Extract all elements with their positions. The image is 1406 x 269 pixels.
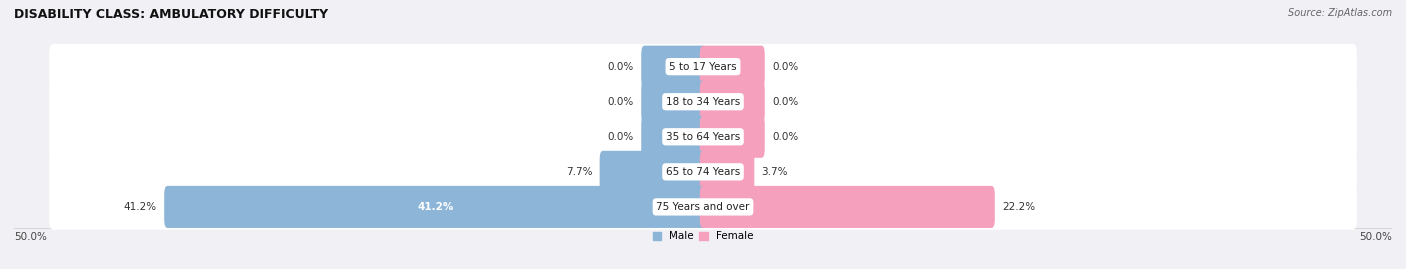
Text: 3.7%: 3.7% (762, 167, 787, 177)
Text: 0.0%: 0.0% (772, 62, 799, 72)
FancyBboxPatch shape (165, 186, 706, 228)
Text: 0.0%: 0.0% (772, 132, 799, 142)
Text: 0.0%: 0.0% (607, 62, 634, 72)
Text: DISABILITY CLASS: AMBULATORY DIFFICULTY: DISABILITY CLASS: AMBULATORY DIFFICULTY (14, 8, 328, 21)
Text: Source: ZipAtlas.com: Source: ZipAtlas.com (1288, 8, 1392, 18)
FancyBboxPatch shape (700, 81, 765, 123)
Text: 41.2%: 41.2% (418, 202, 453, 212)
Text: 22.2%: 22.2% (1002, 202, 1035, 212)
Text: 41.2%: 41.2% (124, 202, 157, 212)
Text: 5 to 17 Years: 5 to 17 Years (669, 62, 737, 72)
FancyBboxPatch shape (49, 149, 1357, 195)
FancyBboxPatch shape (599, 151, 706, 193)
Text: 0.0%: 0.0% (607, 132, 634, 142)
Text: 18 to 34 Years: 18 to 34 Years (666, 97, 740, 107)
Text: 65 to 74 Years: 65 to 74 Years (666, 167, 740, 177)
Text: 7.7%: 7.7% (567, 167, 592, 177)
FancyBboxPatch shape (641, 116, 706, 158)
FancyBboxPatch shape (700, 151, 755, 193)
FancyBboxPatch shape (49, 114, 1357, 160)
FancyBboxPatch shape (49, 44, 1357, 89)
Text: 35 to 64 Years: 35 to 64 Years (666, 132, 740, 142)
Text: 50.0%: 50.0% (14, 232, 46, 242)
Text: 75 Years and over: 75 Years and over (657, 202, 749, 212)
FancyBboxPatch shape (700, 46, 765, 88)
FancyBboxPatch shape (700, 116, 765, 158)
FancyBboxPatch shape (49, 184, 1357, 230)
FancyBboxPatch shape (641, 46, 706, 88)
Legend: Male, Female: Male, Female (652, 231, 754, 241)
Text: 0.0%: 0.0% (772, 97, 799, 107)
FancyBboxPatch shape (700, 186, 995, 228)
Text: 0.0%: 0.0% (607, 97, 634, 107)
FancyBboxPatch shape (641, 81, 706, 123)
Text: 50.0%: 50.0% (1360, 232, 1392, 242)
FancyBboxPatch shape (49, 79, 1357, 125)
